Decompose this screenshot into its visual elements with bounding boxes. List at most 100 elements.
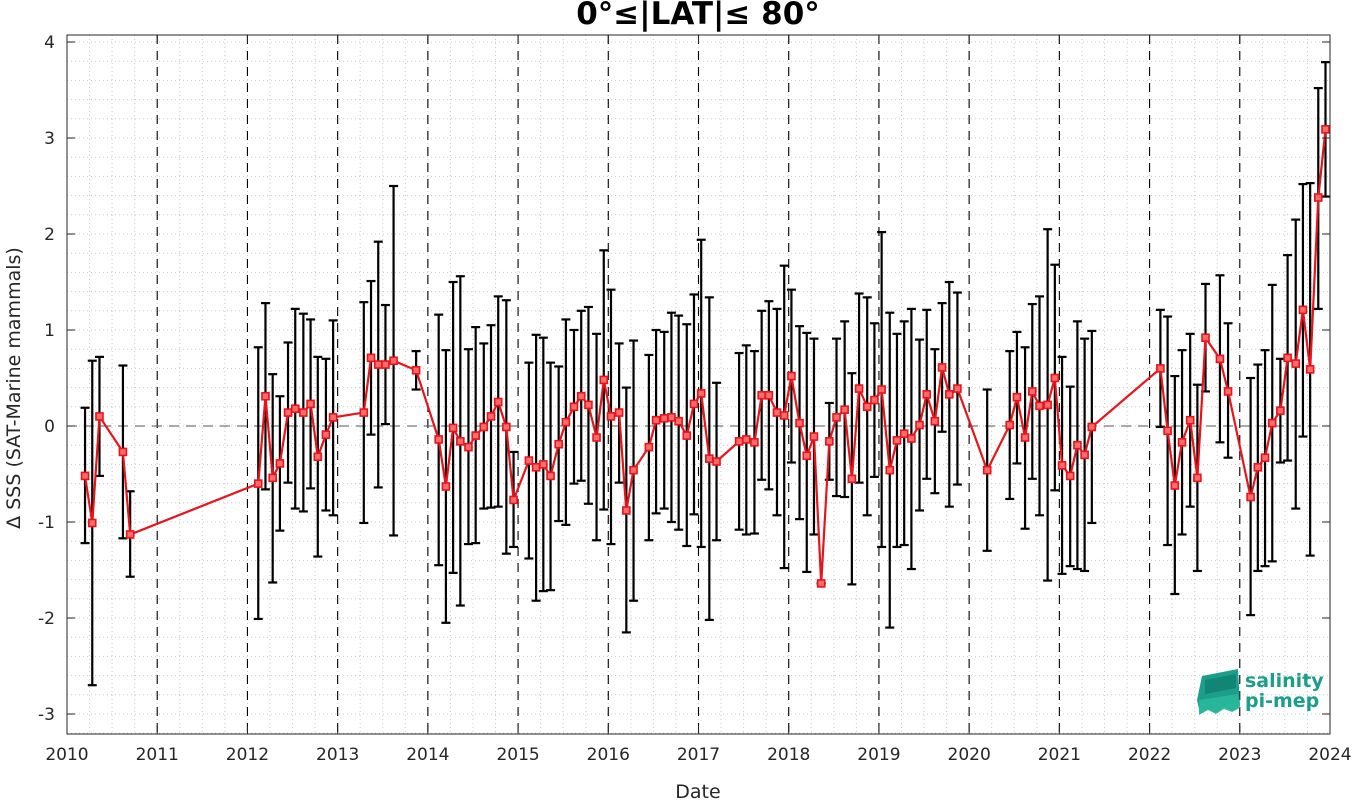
data-point [659, 414, 669, 423]
data-point [1193, 473, 1202, 483]
data-point [290, 404, 300, 414]
data-point [1177, 438, 1187, 447]
data-point [576, 391, 586, 401]
data-point [328, 413, 338, 422]
data-point [682, 431, 692, 440]
data-point [268, 473, 277, 483]
data-point [456, 437, 465, 446]
data-point [539, 460, 548, 469]
data-point [742, 435, 751, 444]
data-point [787, 371, 796, 381]
data-point [1223, 387, 1233, 396]
data-point [95, 412, 104, 421]
data-point [1035, 401, 1044, 411]
data-point [1276, 406, 1285, 415]
x-tick-label: 2020 [948, 745, 991, 765]
data-point [486, 412, 496, 421]
data-point [464, 442, 473, 452]
data-point [832, 413, 841, 422]
data-point [1185, 415, 1195, 425]
data-point [313, 452, 323, 462]
x-tick-label: 2022 [1128, 745, 1171, 765]
data-point [885, 465, 895, 475]
data-point [854, 384, 864, 393]
data-point [448, 423, 458, 433]
data-point [1253, 462, 1263, 472]
data-point [1087, 422, 1097, 432]
data-point [840, 405, 849, 414]
data-point [614, 408, 624, 417]
data-point [937, 363, 947, 372]
data-point [1005, 420, 1015, 430]
data-point [493, 397, 503, 407]
data-point [862, 402, 872, 412]
data-point [1043, 400, 1052, 410]
data-point [261, 391, 270, 401]
data-point [546, 471, 555, 481]
y-tick-label: 4 [44, 33, 55, 53]
data-point [1050, 373, 1060, 383]
data-point [1156, 364, 1165, 373]
data-point [953, 384, 962, 393]
data-point [253, 479, 263, 488]
y-tick-label: 3 [44, 129, 55, 149]
data-point [592, 433, 601, 442]
data-point [750, 438, 759, 447]
data-point [705, 454, 714, 463]
data-point [1201, 333, 1210, 342]
data-point [411, 366, 421, 375]
data-point [1298, 305, 1308, 315]
data-point [1012, 392, 1022, 402]
data-point [982, 465, 992, 475]
x-tick-label: 2014 [406, 745, 449, 765]
data-point [1283, 353, 1292, 363]
data-point [667, 413, 676, 422]
x-tick-label: 2023 [1218, 745, 1261, 765]
data-point [1080, 450, 1089, 460]
y-tick-labels: -3 -2 -1 0 1 2 3 4 [38, 33, 55, 725]
data-point [321, 430, 331, 439]
data-point [599, 375, 609, 385]
data-point [306, 399, 315, 409]
data-point [847, 474, 857, 484]
data-point [689, 399, 699, 409]
y-tick-label: -2 [38, 609, 55, 629]
data-point [441, 482, 451, 491]
data-point [283, 408, 293, 417]
data-point [502, 422, 511, 432]
chart-title: 0°≤|LAT|≤ 80° [576, 0, 820, 32]
x-axis-label: Date [675, 781, 720, 801]
y-axis-label: Δ SSS (SAT-Marine mammals) [3, 247, 25, 529]
data-point [802, 451, 812, 461]
data-point [509, 495, 518, 505]
salinity-pi-mep-logo: salinity pi-mep [1197, 669, 1324, 715]
data-point [80, 471, 90, 481]
data-point [359, 408, 369, 417]
year-separator-lines [156, 35, 1241, 734]
y-tick-label: -1 [38, 513, 55, 533]
data-point [275, 459, 285, 468]
y-tick-label: 0 [44, 417, 55, 437]
salinity-wave-icon [1197, 669, 1240, 715]
data-point [471, 431, 480, 440]
data-point [622, 506, 631, 515]
data-point [907, 434, 916, 443]
data-point [651, 415, 661, 425]
data-point [479, 422, 489, 432]
data-point [87, 518, 97, 528]
data-point [1313, 193, 1323, 202]
data-point [373, 360, 383, 369]
data-point [1170, 481, 1180, 490]
y-tick-label: 1 [44, 321, 55, 341]
x-tick-label: 2016 [587, 745, 630, 765]
y-tick-label: 2 [44, 225, 55, 245]
data-point [1057, 461, 1067, 470]
data-point [922, 390, 932, 399]
data-point [944, 390, 954, 399]
data-point [1065, 471, 1075, 481]
x-tick-label: 2013 [316, 745, 359, 765]
data-point [899, 429, 909, 438]
data-point [1163, 426, 1172, 436]
data-point [809, 432, 819, 441]
logo-line-2: pi-mep [1245, 690, 1319, 712]
